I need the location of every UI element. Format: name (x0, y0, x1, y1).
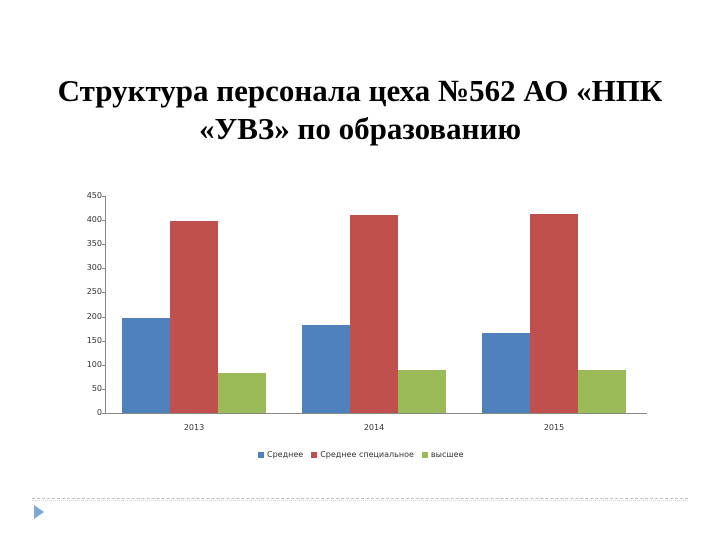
y-tick-mark (102, 292, 106, 294)
y-tick-mark (102, 364, 106, 366)
slide-title: Структура персонала цеха №562 АО «НПК «У… (0, 72, 720, 148)
bullet-arrow-icon (34, 505, 44, 519)
y-axis-line (105, 196, 106, 414)
y-tick-mark (102, 413, 106, 414)
slide-title-line-2: «УВЗ» по образованию (198, 111, 522, 146)
bar-2015-series-0 (482, 332, 530, 413)
y-tick-label: 450 (86, 191, 102, 200)
bar-2014-series-2 (398, 370, 446, 413)
bar-2015-series-1 (530, 213, 578, 413)
bar-2014-series-0 (302, 324, 350, 413)
legend-label: Среднее специальное (320, 450, 414, 459)
x-tick-label: 2014 (363, 423, 385, 432)
y-tick-mark (102, 340, 106, 342)
y-tick-mark (102, 316, 106, 318)
y-tick-label: 0 (96, 408, 102, 417)
y-tick-label: 50 (91, 383, 102, 393)
legend-swatch-red (311, 451, 318, 458)
y-tick-label: 350 (86, 239, 102, 249)
legend-item-srednee: Среднее (258, 450, 303, 459)
legend-label: высшее (430, 450, 464, 459)
slide-title-line-1: Структура персонала цеха №562 АО «НПК (57, 73, 663, 108)
legend-swatch-green (421, 451, 428, 458)
y-tick-label: 200 (86, 311, 102, 321)
y-tick-label: 250 (86, 287, 102, 297)
y-tick-label: 100 (86, 359, 102, 369)
x-tick-label: 2015 (543, 423, 565, 432)
slide-divider (32, 498, 688, 499)
legend-swatch-blue (258, 451, 264, 458)
legend-item-vysshee: высшее (421, 450, 464, 459)
y-tick-mark (102, 244, 106, 246)
chart-legend: Среднее Среднее специальное высшее (258, 450, 464, 459)
legend-item-srednee-spetsialnoe: Среднее специальное (311, 450, 414, 459)
y-tick-mark (102, 196, 106, 197)
bar-2013-series-2 (218, 372, 266, 413)
bar-2013-series-1 (170, 221, 218, 413)
y-tick-label: 300 (86, 263, 102, 273)
bar-2014-series-1 (350, 214, 398, 413)
y-tick-mark (102, 220, 106, 222)
y-tick-mark (102, 388, 106, 390)
y-tick-label: 400 (86, 215, 102, 225)
x-axis-line (103, 413, 647, 414)
y-tick-mark (102, 268, 106, 270)
y-tick-label: 150 (86, 335, 102, 345)
bar-2013-series-0 (122, 318, 170, 413)
legend-label: Среднее (267, 450, 304, 459)
bar-2015-series-2 (578, 370, 626, 413)
slide-divider-secondary (32, 500, 688, 501)
x-tick-label: 2013 (183, 423, 205, 432)
